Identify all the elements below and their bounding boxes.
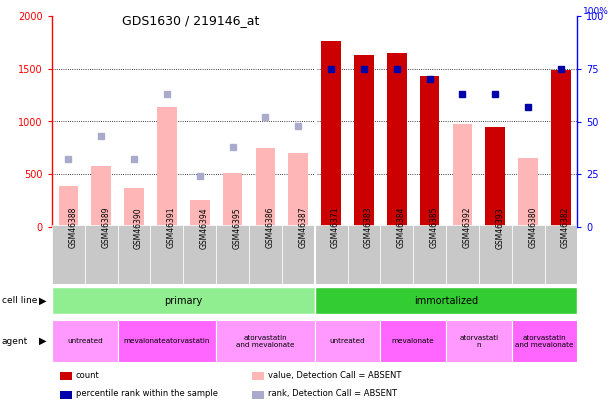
Bar bbox=[252, 372, 264, 380]
Bar bbox=[288, 153, 308, 227]
Bar bbox=[518, 158, 538, 227]
Text: GSM46383: GSM46383 bbox=[364, 207, 373, 248]
Bar bbox=[381, 225, 413, 283]
Text: GSM46380: GSM46380 bbox=[528, 207, 537, 248]
Bar bbox=[190, 200, 210, 227]
Text: cell line: cell line bbox=[2, 296, 37, 305]
Bar bbox=[60, 390, 71, 399]
Bar bbox=[60, 372, 71, 380]
Text: GSM46384: GSM46384 bbox=[397, 207, 406, 248]
Bar bbox=[282, 225, 315, 283]
Text: value, Detection Call = ABSENT: value, Detection Call = ABSENT bbox=[268, 371, 401, 380]
Bar bbox=[381, 320, 446, 362]
Bar bbox=[387, 53, 407, 227]
Text: ▶: ▶ bbox=[38, 336, 46, 346]
Text: atorvastatin
and mevalonate: atorvastatin and mevalonate bbox=[236, 335, 295, 348]
Text: GSM46393: GSM46393 bbox=[496, 207, 504, 249]
Bar bbox=[85, 225, 118, 283]
Bar bbox=[118, 225, 150, 283]
Text: GSM46382: GSM46382 bbox=[561, 207, 570, 248]
Text: GSM46385: GSM46385 bbox=[430, 207, 439, 248]
Text: ▶: ▶ bbox=[38, 296, 46, 305]
Bar bbox=[223, 173, 243, 227]
Text: untreated: untreated bbox=[67, 338, 103, 344]
Bar bbox=[354, 55, 374, 227]
Bar bbox=[485, 127, 505, 227]
Text: mevalonate: mevalonate bbox=[392, 338, 434, 344]
Bar bbox=[52, 225, 85, 283]
Text: atorvastatin
and mevalonate: atorvastatin and mevalonate bbox=[515, 335, 574, 348]
Bar bbox=[52, 287, 315, 314]
Bar bbox=[315, 287, 577, 314]
Bar bbox=[150, 225, 183, 283]
Bar bbox=[252, 390, 264, 399]
Bar bbox=[216, 225, 249, 283]
Bar bbox=[124, 188, 144, 227]
Bar bbox=[512, 225, 544, 283]
Bar bbox=[512, 320, 577, 362]
Text: GSM46391: GSM46391 bbox=[167, 207, 176, 248]
Bar bbox=[92, 166, 111, 227]
Bar bbox=[420, 76, 439, 227]
Bar bbox=[551, 70, 571, 227]
Bar bbox=[544, 225, 577, 283]
Bar bbox=[479, 225, 512, 283]
Bar bbox=[118, 320, 216, 362]
Bar bbox=[59, 186, 78, 227]
Bar bbox=[446, 225, 479, 283]
Bar bbox=[321, 41, 341, 227]
Text: untreated: untreated bbox=[329, 338, 365, 344]
Bar bbox=[315, 225, 348, 283]
Bar bbox=[315, 320, 380, 362]
Text: GSM46390: GSM46390 bbox=[134, 207, 143, 249]
Bar bbox=[216, 320, 315, 362]
Text: GSM46371: GSM46371 bbox=[331, 207, 340, 248]
Bar bbox=[157, 107, 177, 227]
Text: percentile rank within the sample: percentile rank within the sample bbox=[76, 389, 218, 399]
Text: 100%: 100% bbox=[583, 7, 609, 16]
Text: GSM46387: GSM46387 bbox=[298, 207, 307, 248]
Text: immortalized: immortalized bbox=[414, 296, 478, 306]
Text: GDS1630 / 219146_at: GDS1630 / 219146_at bbox=[122, 14, 260, 27]
Bar bbox=[413, 225, 446, 283]
Bar bbox=[348, 225, 380, 283]
Bar bbox=[453, 124, 472, 227]
Bar bbox=[446, 320, 512, 362]
Bar bbox=[52, 320, 118, 362]
Bar bbox=[249, 225, 282, 283]
Bar bbox=[183, 225, 216, 283]
Text: GSM46392: GSM46392 bbox=[463, 207, 472, 248]
Text: GSM46395: GSM46395 bbox=[233, 207, 241, 249]
Text: GSM46394: GSM46394 bbox=[200, 207, 209, 249]
Bar bbox=[255, 148, 275, 227]
Text: count: count bbox=[76, 371, 100, 380]
Text: atorvastati
n: atorvastati n bbox=[459, 335, 499, 348]
Text: GSM46388: GSM46388 bbox=[68, 207, 78, 248]
Text: mevalonateatorvastatin: mevalonateatorvastatin bbox=[123, 338, 210, 344]
Text: GSM46386: GSM46386 bbox=[265, 207, 274, 248]
Text: rank, Detection Call = ABSENT: rank, Detection Call = ABSENT bbox=[268, 389, 397, 399]
Text: primary: primary bbox=[164, 296, 202, 306]
Text: agent: agent bbox=[2, 337, 28, 345]
Text: GSM46389: GSM46389 bbox=[101, 207, 110, 248]
